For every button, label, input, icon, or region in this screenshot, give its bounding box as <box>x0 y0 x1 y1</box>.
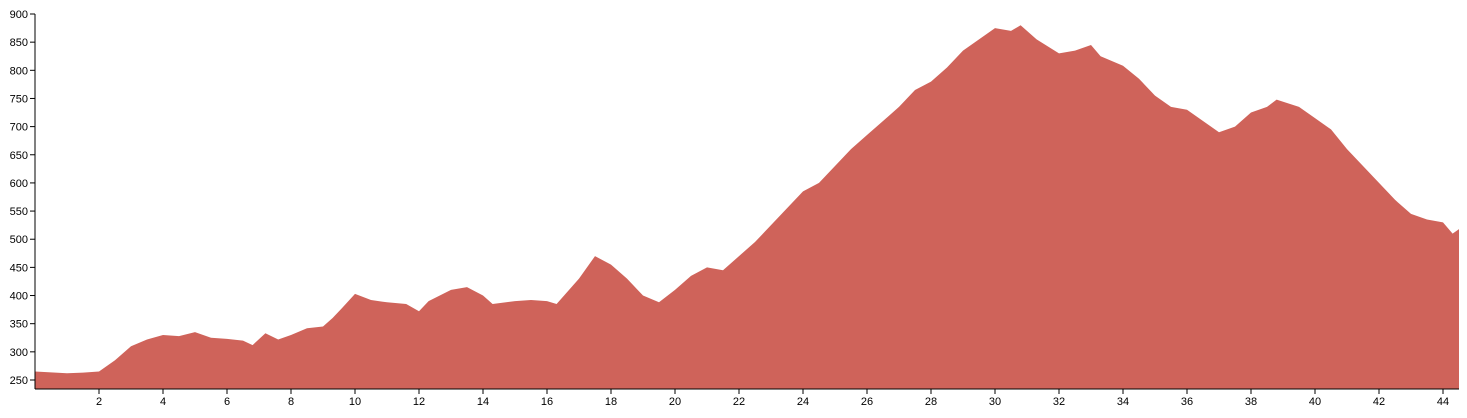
x-tick-label: 38 <box>1245 396 1257 408</box>
y-tick-label: 800 <box>10 65 28 77</box>
x-tick-label: 8 <box>288 396 294 408</box>
y-tick-label: 900 <box>10 9 28 21</box>
y-tick-label: 250 <box>10 375 28 387</box>
x-tick-label: 22 <box>733 396 745 408</box>
y-tick-label: 450 <box>10 262 28 274</box>
x-tick-label: 36 <box>1181 396 1193 408</box>
y-tick-label: 300 <box>10 347 28 359</box>
x-tick-label: 28 <box>925 396 937 408</box>
x-tick-label: 4 <box>160 396 166 408</box>
x-tick-label: 10 <box>349 396 361 408</box>
y-tick-label: 700 <box>10 122 28 134</box>
y-tick-label: 400 <box>10 291 28 303</box>
x-tick-label: 42 <box>1373 396 1385 408</box>
x-tick-label: 20 <box>669 396 681 408</box>
y-tick-label: 600 <box>10 178 28 190</box>
x-tick-label: 44 <box>1437 396 1449 408</box>
y-tick-label: 750 <box>10 93 28 105</box>
x-tick-label: 26 <box>861 396 873 408</box>
elevation-area <box>35 25 1459 389</box>
y-tick-label: 550 <box>10 206 28 218</box>
x-tick-label: 6 <box>224 396 230 408</box>
x-tick-label: 16 <box>541 396 553 408</box>
y-tick-label: 650 <box>10 150 28 162</box>
x-tick-label: 18 <box>605 396 617 408</box>
x-tick-label: 40 <box>1309 396 1321 408</box>
x-tick-label: 32 <box>1053 396 1065 408</box>
x-tick-label: 14 <box>477 396 489 408</box>
x-tick-label: 30 <box>989 396 1001 408</box>
y-tick-label: 500 <box>10 234 28 246</box>
y-tick-label: 850 <box>10 37 28 49</box>
y-tick-label: 350 <box>10 319 28 331</box>
x-tick-label: 34 <box>1117 396 1129 408</box>
x-tick-label: 2 <box>96 396 102 408</box>
x-tick-label: 24 <box>797 396 809 408</box>
x-tick-label: 12 <box>413 396 425 408</box>
